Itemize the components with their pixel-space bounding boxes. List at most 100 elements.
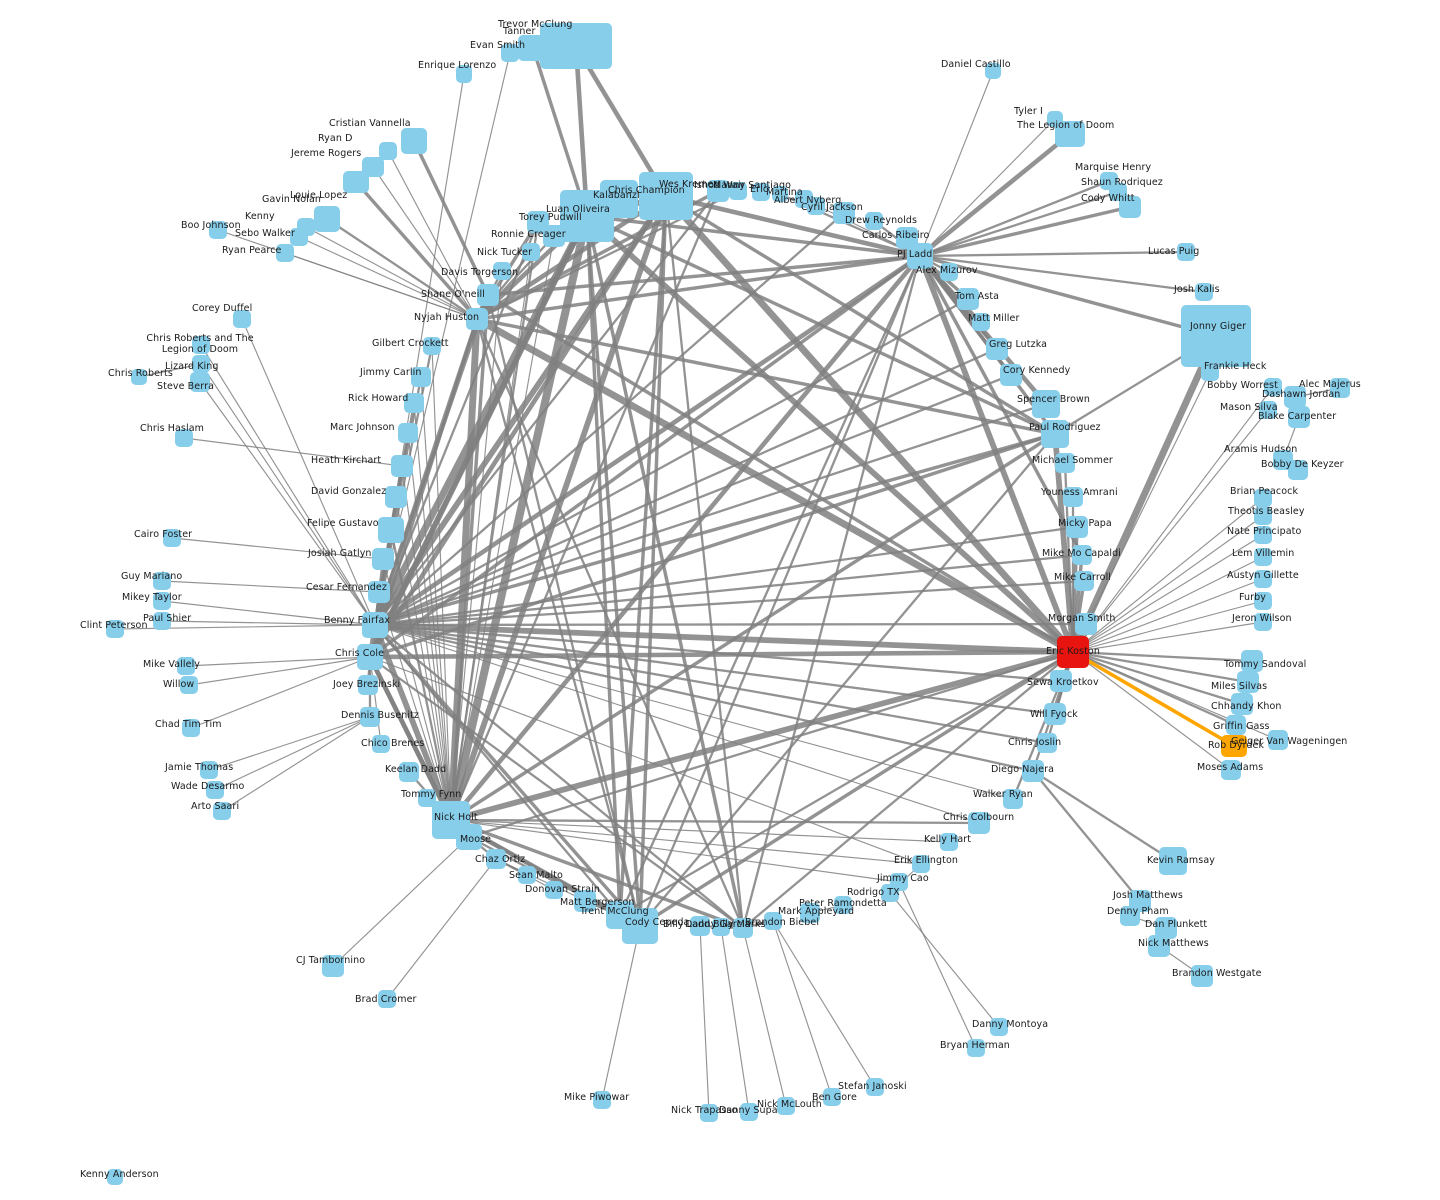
graph-node[interactable] (1148, 935, 1170, 957)
graph-node[interactable] (823, 1088, 841, 1106)
graph-node[interactable] (1264, 378, 1282, 396)
graph-node[interactable] (712, 918, 730, 936)
graph-node[interactable] (391, 455, 413, 477)
graph-node[interactable] (477, 284, 499, 306)
graph-node[interactable] (1119, 196, 1141, 218)
graph-node[interactable] (967, 1039, 985, 1057)
graph-node[interactable] (180, 676, 198, 694)
graph-node[interactable] (1191, 965, 1213, 987)
graph-node[interactable] (834, 896, 852, 914)
graph-node[interactable] (740, 1103, 758, 1121)
graph-node[interactable] (1074, 571, 1094, 591)
graph-node[interactable] (404, 393, 424, 413)
graph-node[interactable] (707, 180, 729, 202)
graph-node[interactable] (163, 529, 181, 547)
graph-node[interactable] (1041, 420, 1069, 448)
graph-node[interactable] (1254, 613, 1272, 631)
graph-node[interactable] (423, 337, 441, 355)
graph-node[interactable] (1221, 735, 1247, 757)
graph-node[interactable] (401, 128, 427, 154)
graph-node[interactable] (1055, 453, 1075, 473)
graph-node[interactable] (1254, 570, 1272, 588)
graph-node[interactable] (290, 228, 308, 246)
graph-node[interactable] (518, 866, 536, 884)
graph-node[interactable] (957, 288, 979, 310)
graph-node[interactable] (398, 423, 418, 443)
graph-node[interactable] (986, 338, 1008, 360)
graph-node[interactable] (764, 912, 782, 930)
graph-node[interactable] (360, 707, 380, 727)
graph-node[interactable] (372, 735, 390, 753)
graph-node[interactable] (182, 719, 200, 737)
graph-node[interactable] (233, 310, 251, 328)
graph-node[interactable] (1231, 693, 1253, 715)
graph-node[interactable] (399, 762, 419, 782)
graph-node[interactable] (192, 355, 210, 373)
graph-node[interactable] (833, 202, 855, 224)
graph-node[interactable] (362, 612, 388, 638)
graph-node[interactable] (1268, 730, 1288, 750)
graph-node[interactable] (752, 183, 770, 201)
graph-node[interactable] (1288, 460, 1308, 480)
graph-node[interactable] (131, 369, 147, 385)
graph-node[interactable] (372, 548, 394, 570)
graph-node[interactable] (153, 572, 171, 590)
graph-node[interactable] (1063, 487, 1083, 507)
graph-node[interactable] (1022, 760, 1044, 782)
graph-node[interactable] (990, 1018, 1008, 1036)
graph-node[interactable] (700, 1104, 718, 1122)
graph-node[interactable] (881, 884, 899, 902)
graph-node[interactable] (358, 675, 378, 695)
graph-node[interactable] (501, 44, 519, 62)
graph-node[interactable] (690, 916, 710, 936)
graph-node[interactable] (1195, 283, 1213, 301)
graph-node[interactable] (1120, 906, 1140, 926)
graph-node[interactable] (322, 955, 344, 977)
graph-node[interactable] (1237, 671, 1259, 693)
graph-node[interactable] (276, 244, 294, 262)
graph-node[interactable] (213, 802, 231, 820)
graph-node[interactable] (153, 612, 171, 630)
graph-node[interactable] (192, 336, 210, 354)
graph-node[interactable] (1241, 650, 1263, 672)
graph-node[interactable] (1254, 526, 1272, 544)
graph-node[interactable] (1177, 243, 1195, 261)
graph-node[interactable] (800, 903, 820, 923)
graph-node[interactable] (593, 1091, 611, 1109)
graph-node[interactable] (357, 644, 383, 670)
graph-node[interactable] (777, 1097, 795, 1115)
graph-node[interactable] (574, 890, 596, 912)
graph-node[interactable] (733, 918, 753, 938)
graph-node[interactable] (1330, 378, 1350, 398)
graph-node[interactable] (865, 212, 883, 230)
graph-node[interactable] (1003, 789, 1023, 809)
graph-node[interactable] (545, 881, 563, 899)
graph-node[interactable] (1201, 363, 1219, 381)
graph-node[interactable] (1155, 917, 1177, 939)
graph-node[interactable] (209, 221, 227, 239)
graph-node[interactable] (385, 486, 407, 508)
graph-node[interactable] (560, 190, 614, 242)
graph-node[interactable] (456, 65, 472, 83)
graph-node[interactable] (378, 990, 396, 1008)
graph-node[interactable] (968, 812, 990, 834)
graph-node[interactable] (1057, 636, 1089, 668)
graph-node[interactable] (940, 833, 958, 851)
graph-node[interactable] (1288, 406, 1310, 428)
graph-node[interactable] (411, 367, 431, 387)
graph-node[interactable] (379, 142, 397, 160)
graph-node[interactable] (1254, 489, 1272, 507)
graph-node[interactable] (206, 781, 224, 799)
graph-node[interactable] (456, 824, 482, 850)
graph-node[interactable] (466, 308, 488, 330)
graph-node[interactable] (107, 1169, 123, 1185)
graph-node[interactable] (1044, 703, 1066, 725)
graph-node[interactable] (639, 172, 693, 220)
graph-node[interactable] (486, 849, 506, 869)
graph-node[interactable] (314, 206, 340, 232)
graph-node[interactable] (866, 1078, 884, 1096)
graph-node[interactable] (1254, 548, 1272, 566)
graph-node[interactable] (907, 243, 933, 269)
